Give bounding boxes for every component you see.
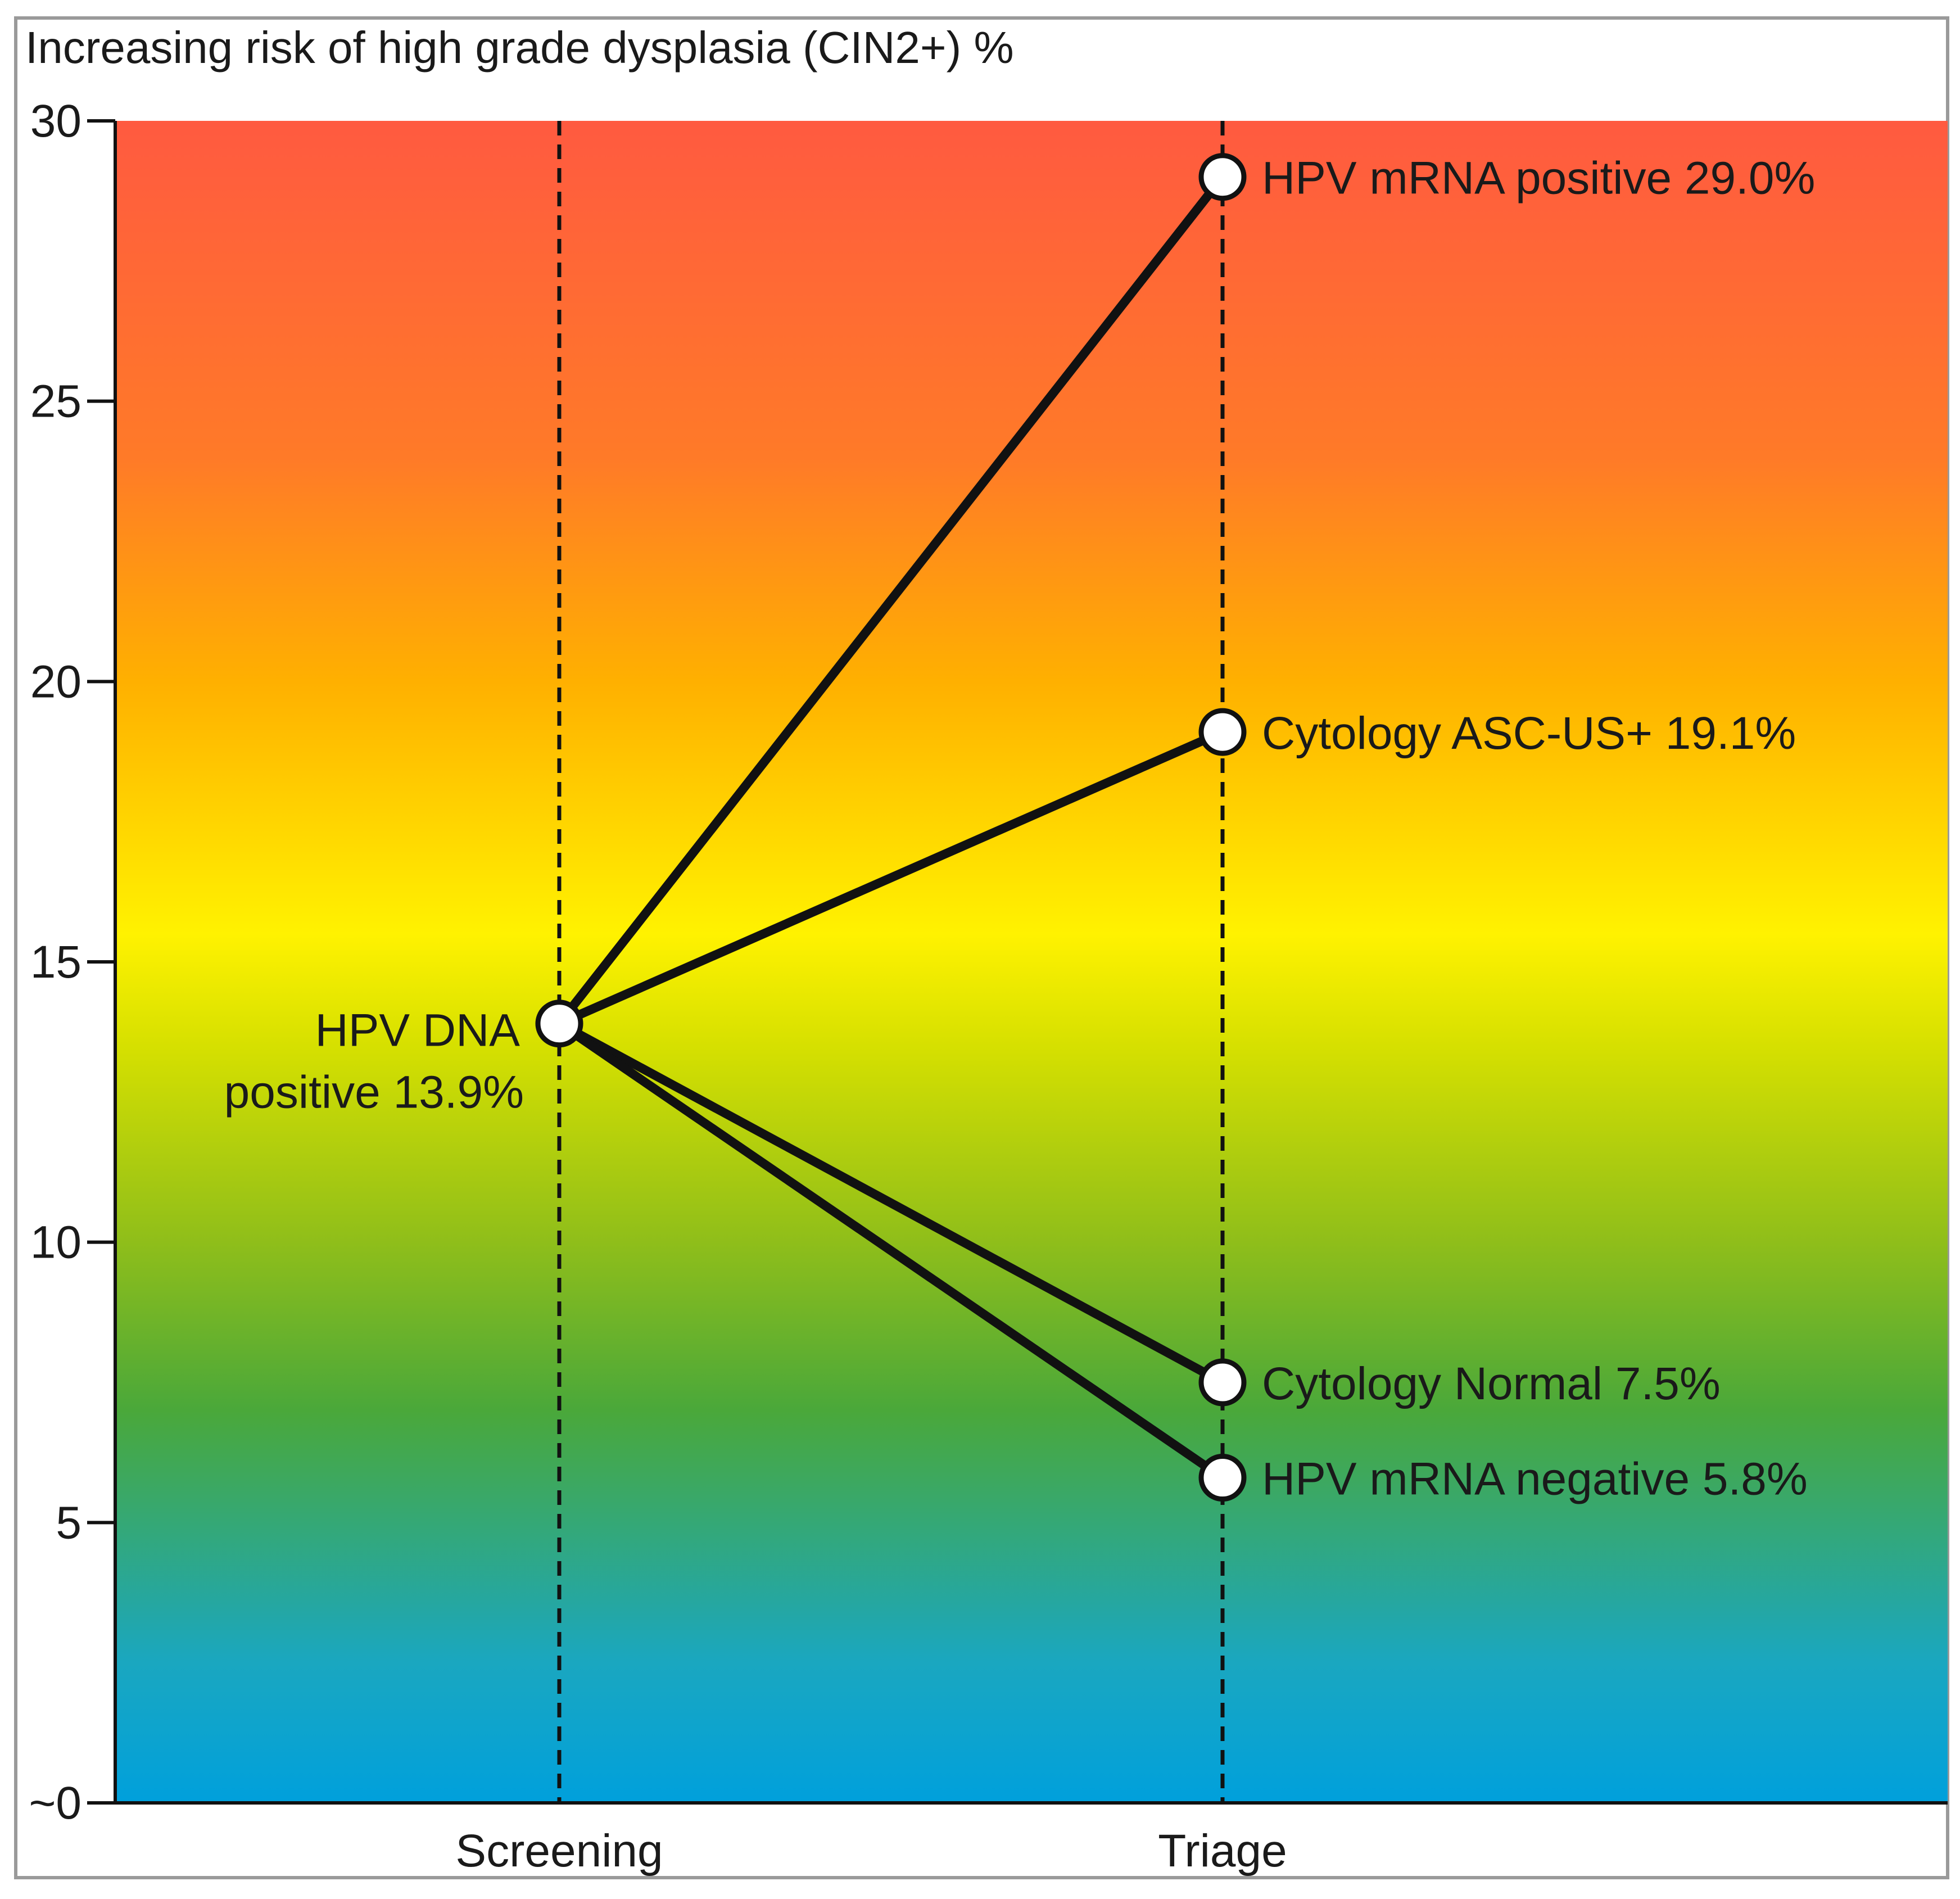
- y-tick-label-20: 20: [30, 656, 82, 707]
- y-tick-label-5: 5: [56, 1497, 82, 1548]
- series-line-hpv-mrna-positive: [555, 172, 1227, 1028]
- y-tick-label-30: 30: [30, 96, 82, 147]
- data-label-hpv-mrna-positive: HPV mRNA positive 29.0%: [1262, 153, 1815, 204]
- data-point-hpv-mrna-positive: [1198, 153, 1247, 201]
- y-tick-label-15: 15: [30, 937, 82, 988]
- series-line-cytology-normal: [555, 1019, 1227, 1387]
- series-line-cytology-asc-us: [555, 727, 1227, 1028]
- data-point-hpv-dna-positive: [535, 1000, 583, 1048]
- data-point-hpv-mrna-negative: [1198, 1454, 1247, 1502]
- plot-background: [115, 121, 1948, 1803]
- data-label-cytology-asc-us: Cytology ASC-US+ 19.1%: [1262, 708, 1796, 759]
- data-label-hpv-dna-line2: positive 13.9%: [224, 1067, 524, 1118]
- y-tick-label-0: ~0: [29, 1778, 82, 1829]
- data-label-hpv-dna-line1: HPV DNA: [315, 1005, 520, 1056]
- y-tick-label-10: 10: [30, 1217, 82, 1268]
- x-tick-label-screening: Screening: [455, 1825, 663, 1877]
- y-tick-label-25: 25: [30, 376, 82, 427]
- series-line-hpv-mrna-negative: [555, 1019, 1227, 1482]
- data-point-cytology-normal: [1198, 1358, 1247, 1407]
- data-label-hpv-mrna-negative: HPV mRNA negative 5.8%: [1262, 1454, 1808, 1505]
- chart-title: Increasing risk of high grade dysplasia …: [25, 22, 1014, 73]
- data-label-cytology-normal: Cytology Normal 7.5%: [1262, 1358, 1721, 1409]
- x-tick-label-triage: Triage: [1158, 1825, 1287, 1877]
- data-point-cytology-asc-us: [1198, 708, 1247, 756]
